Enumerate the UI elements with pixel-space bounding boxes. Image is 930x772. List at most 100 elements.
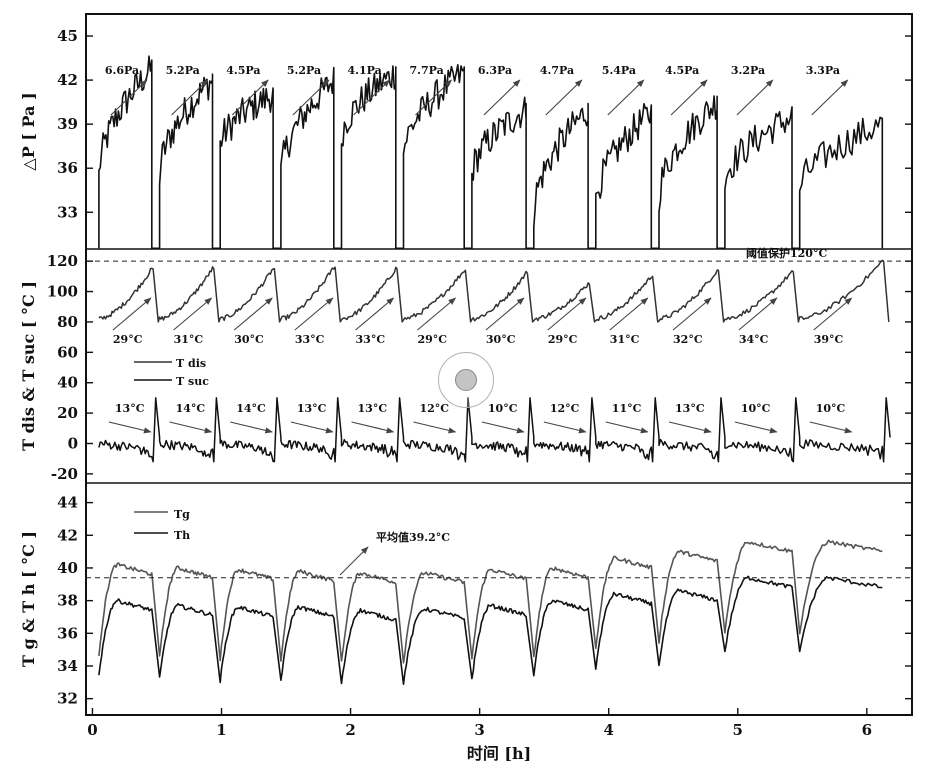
legend-tsuc-label: T suc <box>176 375 209 388</box>
x-tick-label: 1 <box>216 721 226 739</box>
tsuc-arrow <box>809 421 853 434</box>
x-tick-label: 2 <box>345 721 355 739</box>
tsuc-annotation: 10°C <box>816 402 846 415</box>
dp-annotation: 4.1Pa <box>348 64 382 77</box>
dp-annotation: 4.5Pa <box>665 64 699 77</box>
tdis-arrow <box>547 297 587 331</box>
plot-frame <box>85 13 913 716</box>
tsuc-arrow <box>169 421 213 434</box>
tdis-annotation: 29°C <box>417 333 447 346</box>
tsuc-annotation: 10°C <box>488 402 518 415</box>
tsuc-arrow <box>230 421 273 434</box>
tdis-arrow <box>112 297 152 331</box>
dp-annotation: 3.3Pa <box>806 64 840 77</box>
tsuc-annotation: 13°C <box>115 402 145 415</box>
dp-arrow <box>231 79 269 116</box>
y-tick-label: 38 <box>57 592 78 610</box>
dp-arrow <box>607 79 645 116</box>
x-tick-label: 0 <box>87 721 97 739</box>
mean-arrow <box>339 546 369 576</box>
tsuc-annotation: 11°C <box>612 402 642 415</box>
dp-annotation: 4.7Pa <box>540 64 574 77</box>
tsuc-arrow <box>290 421 334 434</box>
tsuc-arrow <box>668 421 712 434</box>
tsuc-series-line <box>98 397 891 463</box>
y-tick-label: 42 <box>57 71 78 89</box>
legend-tdis-label: T dis <box>176 357 206 370</box>
tdis-annotation: 39°C <box>814 333 844 346</box>
y-axis-label: T dis & T suc [ °C ] <box>19 281 38 451</box>
dp-annotation: 6.3Pa <box>478 64 512 77</box>
x-tick-label: 4 <box>603 721 613 739</box>
tsuc-arrow <box>481 421 525 434</box>
tsuc-annotation: 14°C <box>236 402 266 415</box>
tsuc-annotation: 12°C <box>419 402 449 415</box>
tdis-arrow <box>485 297 525 331</box>
x-axis-label: 时间 [h] <box>467 744 531 763</box>
dp-arrow <box>811 79 849 116</box>
y-tick-label: 36 <box>57 159 78 177</box>
x-tick-label: 5 <box>733 721 743 739</box>
dp-annotation: 6.6Pa <box>105 64 139 77</box>
y-tick-label: 40 <box>57 559 78 577</box>
mean-label: 平均值39.2°C <box>376 530 450 544</box>
y-tick-label: 20 <box>57 404 78 422</box>
y-tick-label: 34 <box>57 657 78 675</box>
dp-annotation: 7.7Pa <box>409 64 443 77</box>
y-tick-label: -20 <box>51 465 78 483</box>
tdis-annotation: 30°C <box>486 333 516 346</box>
cursor-indicator <box>438 352 494 408</box>
tdis-annotation: 29°C <box>113 333 143 346</box>
tsuc-annotation: 13°C <box>358 402 388 415</box>
tdis-arrow <box>672 297 712 331</box>
dp-arrow <box>736 79 774 116</box>
tdis-annotation: 32°C <box>673 333 703 346</box>
tdis-annotation: 34°C <box>739 333 769 346</box>
y-tick-label: 120 <box>47 252 78 270</box>
tsuc-arrow <box>413 421 457 434</box>
x-tick-label: 6 <box>862 721 872 739</box>
dp-arrow <box>353 79 391 116</box>
y-tick-label: 40 <box>57 374 78 392</box>
tdis-arrow <box>233 297 273 331</box>
dp-arrow <box>110 79 148 116</box>
y-axis-label: T g & T h [ °C ] <box>19 531 38 667</box>
dp-annotation: 5.4Pa <box>602 64 636 77</box>
tsuc-arrow <box>108 421 152 434</box>
tdis-arrow <box>173 297 213 331</box>
y-tick-label: 44 <box>57 494 78 512</box>
dp-arrow <box>415 79 453 116</box>
cursor-dot <box>455 369 477 391</box>
tdis-annotation: 33°C <box>295 333 325 346</box>
y-tick-label: 33 <box>57 203 78 221</box>
tdis-arrow <box>417 297 457 331</box>
y-tick-label: 60 <box>57 343 78 361</box>
dp-annotation: 3.2Pa <box>731 64 765 77</box>
tdis-arrow <box>738 297 778 331</box>
y-axis-label: △P [ Pa ] <box>19 92 38 170</box>
y-tick-label: 45 <box>57 27 78 45</box>
tsuc-annotation: 14°C <box>176 402 206 415</box>
tsuc-annotation: 13°C <box>675 402 705 415</box>
dp-annotation: 5.2Pa <box>287 64 321 77</box>
tdis-arrow <box>294 297 334 331</box>
tdis-arrow <box>355 297 395 331</box>
tdis-annotation: 29°C <box>548 333 578 346</box>
tdis-arrow <box>609 297 649 331</box>
tg-series-line <box>98 539 883 664</box>
dp-arrow <box>483 79 521 116</box>
tdis-arrow <box>813 297 853 331</box>
y-tick-label: 39 <box>57 115 78 133</box>
dp-arrow <box>292 79 330 116</box>
y-tick-label: 80 <box>57 313 78 331</box>
y-tick-label: 100 <box>47 283 78 301</box>
tsuc-annotation: 10°C <box>741 402 771 415</box>
tdis-annotation: 33°C <box>356 333 386 346</box>
tsuc-annotation: 13°C <box>297 402 327 415</box>
y-tick-label: 42 <box>57 526 78 544</box>
legend-th-label: Th <box>174 529 190 542</box>
tsuc-arrow <box>734 421 778 434</box>
x-tick-label: 3 <box>474 721 484 739</box>
tdis-annotation: 31°C <box>610 333 640 346</box>
